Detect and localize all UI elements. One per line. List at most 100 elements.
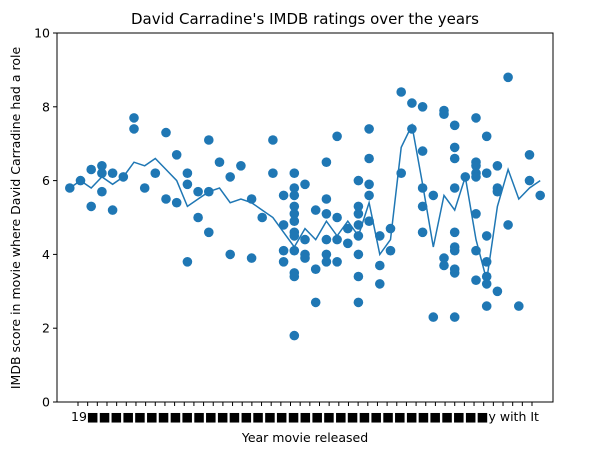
- data-point: [246, 253, 257, 263]
- data-point: [471, 113, 481, 123]
- data-point: [471, 209, 481, 219]
- data-point: [268, 168, 278, 178]
- data-point: [481, 168, 492, 178]
- data-point: [204, 186, 214, 197]
- data-point: [353, 201, 364, 212]
- data-point: [503, 72, 513, 83]
- data-point: [225, 172, 235, 182]
- data-point: [364, 179, 374, 190]
- data-point: [353, 249, 364, 260]
- data-point: [332, 131, 342, 142]
- data-point: [449, 142, 460, 153]
- data-point: [449, 227, 460, 238]
- data-point: [449, 245, 460, 256]
- data-point: [375, 231, 385, 241]
- data-point: [439, 109, 449, 119]
- data-point: [439, 253, 449, 263]
- data-point: [439, 260, 449, 271]
- data-point: [332, 212, 342, 223]
- y-tick-label: 2: [42, 321, 50, 336]
- data-point: [364, 153, 374, 164]
- data-point: [343, 238, 353, 249]
- data-point: [300, 234, 310, 245]
- data-point: [353, 220, 364, 230]
- data-point: [161, 127, 171, 138]
- data-point: [257, 212, 268, 223]
- data-point: [289, 201, 300, 212]
- data-point: [364, 190, 374, 201]
- data-point: [417, 183, 428, 193]
- data-point: [492, 286, 503, 297]
- data-point: [492, 161, 503, 171]
- data-point: [481, 231, 492, 241]
- data-point: [289, 231, 300, 241]
- y-tick-label: 6: [42, 173, 50, 188]
- data-point: [193, 186, 203, 197]
- series-line: [69, 122, 541, 281]
- data-point: [321, 234, 332, 245]
- data-point: [417, 227, 428, 238]
- data-point: [321, 157, 332, 167]
- data-point: [171, 197, 182, 208]
- data-point: [278, 190, 289, 201]
- data-point: [385, 223, 396, 234]
- data-point: [289, 216, 300, 226]
- data-point: [161, 194, 171, 204]
- data-point: [278, 257, 289, 267]
- data-point: [118, 172, 129, 182]
- data-point: [75, 175, 86, 186]
- y-tick-label: 10: [34, 26, 50, 41]
- data-point: [471, 172, 481, 182]
- y-tick-label: 8: [42, 99, 50, 114]
- data-point: [353, 231, 364, 241]
- data-point: [182, 168, 193, 178]
- x-axis-label: Year movie released: [241, 430, 368, 445]
- data-layer: [65, 72, 545, 341]
- data-point: [289, 168, 300, 178]
- data-point: [321, 257, 332, 267]
- data-point: [289, 190, 300, 201]
- data-point: [65, 183, 75, 193]
- data-point: [417, 146, 428, 156]
- data-point: [204, 135, 214, 145]
- data-point: [428, 190, 439, 201]
- data-point: [524, 175, 535, 186]
- data-point: [107, 205, 118, 215]
- data-point: [460, 172, 471, 182]
- data-point: [417, 201, 428, 212]
- data-point: [310, 297, 321, 308]
- data-point: [503, 220, 513, 230]
- data-point: [182, 257, 193, 267]
- data-point: [214, 157, 225, 167]
- data-point: [278, 220, 289, 230]
- data-point: [449, 312, 460, 322]
- data-point: [396, 87, 407, 97]
- data-point: [524, 150, 535, 160]
- data-point: [449, 183, 460, 193]
- data-point: [182, 179, 193, 190]
- data-point: [107, 168, 118, 178]
- y-tick-label: 0: [42, 395, 50, 410]
- y-axis-label: IMDB score in movie where David Carradin…: [8, 47, 23, 390]
- data-point: [193, 212, 203, 223]
- y-tick-label: 4: [42, 247, 50, 262]
- data-point: [225, 249, 235, 260]
- data-point: [396, 168, 407, 178]
- data-point: [343, 223, 353, 234]
- data-point: [471, 275, 481, 286]
- data-point: [97, 161, 107, 171]
- data-point: [514, 301, 524, 311]
- data-point: [481, 271, 492, 282]
- axis-layer: 0 2 4 6 8 10: [34, 26, 533, 410]
- data-point: [139, 183, 150, 193]
- data-point: [268, 135, 278, 145]
- chart-title: David Carradine's IMDB ratings over the …: [131, 10, 479, 28]
- data-point: [171, 150, 182, 160]
- data-point: [481, 257, 492, 267]
- data-point: [289, 209, 300, 219]
- data-point: [492, 186, 503, 197]
- data-point: [407, 124, 417, 134]
- data-point: [310, 205, 321, 215]
- data-point: [417, 102, 428, 112]
